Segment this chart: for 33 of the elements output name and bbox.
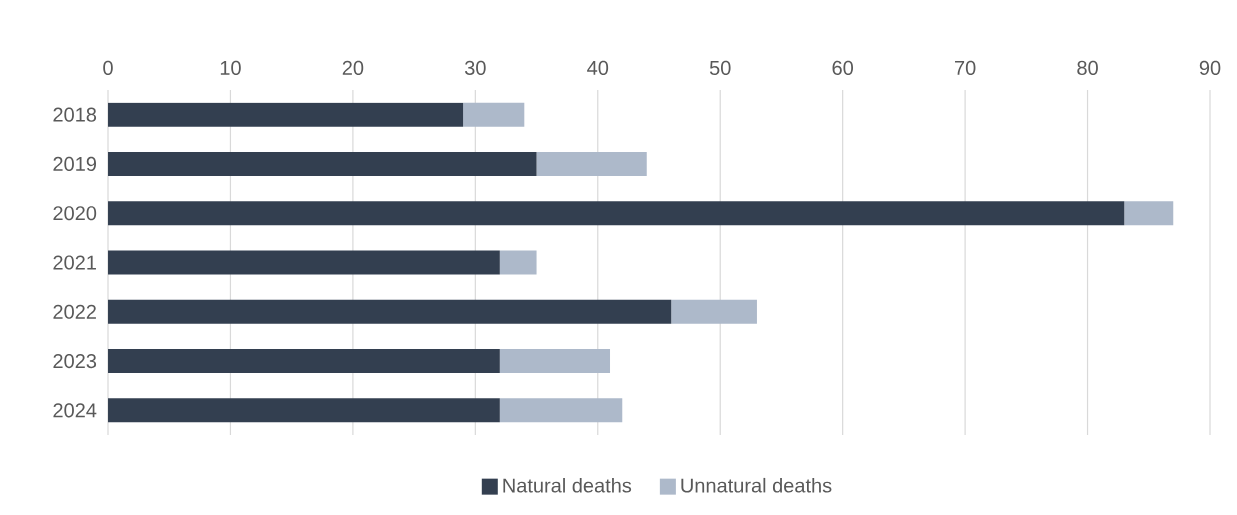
- x-tick-label: 70: [955, 60, 976, 75]
- bar: [108, 151, 537, 176]
- bar: [499, 250, 537, 275]
- bar: [108, 250, 500, 275]
- bar: [671, 299, 757, 324]
- bar: [499, 398, 623, 423]
- y-tick-label: 2019: [53, 156, 96, 172]
- x-tick-label: 0: [103, 60, 113, 75]
- y-tick-label: 2018: [53, 107, 97, 122]
- bar: [108, 102, 464, 127]
- x-tick-label: 90: [1199, 60, 1221, 75]
- y-tick-label: 2021: [53, 255, 96, 270]
- y-tick-label: 2023: [53, 354, 97, 369]
- x-tick-label: 20: [342, 60, 364, 75]
- bar: [463, 102, 525, 127]
- bar: [499, 349, 611, 374]
- bar: [536, 151, 647, 176]
- bar: [1124, 201, 1174, 226]
- bar: [108, 299, 672, 324]
- y-tick-label: 2020: [53, 206, 97, 221]
- bar: [108, 349, 500, 374]
- x-tick-label: 10: [220, 60, 241, 75]
- x-tick-label: 40: [587, 60, 609, 75]
- x-tick-label: 30: [464, 60, 486, 75]
- legend-label: Natural deaths: [503, 477, 632, 493]
- x-tick-label: 60: [832, 60, 854, 75]
- x-tick-label: 80: [1077, 60, 1098, 75]
- bar: [108, 398, 500, 423]
- x-tick-label: 50: [709, 60, 731, 75]
- y-tick-label: 2024: [53, 403, 97, 418]
- bar: [108, 201, 1125, 226]
- legend-label: Unnatural deaths: [681, 477, 832, 493]
- y-tick-label: 2022: [53, 304, 96, 319]
